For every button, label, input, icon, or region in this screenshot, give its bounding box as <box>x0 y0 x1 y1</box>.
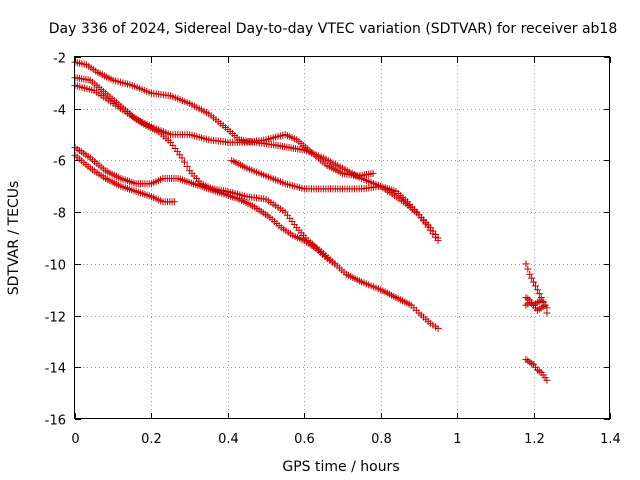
series-track-e <box>71 151 178 206</box>
series-track-a <box>71 58 442 245</box>
data-point <box>543 376 551 384</box>
series-track-g <box>522 260 551 317</box>
data-point <box>535 290 543 298</box>
y-tick-label: -6 <box>53 155 66 170</box>
data-point <box>183 162 191 170</box>
data-point <box>434 325 442 332</box>
series-track-d <box>71 144 339 268</box>
data-point <box>530 278 538 286</box>
x-tick-label: 0.4 <box>218 432 239 447</box>
data-point <box>541 301 549 309</box>
data-point <box>170 198 178 206</box>
chart-title: Day 336 of 2024, Sidereal Day-to-day VTE… <box>49 21 618 37</box>
data-point <box>535 367 543 375</box>
x-axis-ticks: 0 0.2 0.4 0.6 0.8 1 1.2 1.4 <box>71 57 621 447</box>
x-tick-label: 0.6 <box>294 432 315 447</box>
plot-frame <box>74 56 610 419</box>
data-point <box>181 158 189 166</box>
y-tick-label: -12 <box>45 311 66 326</box>
series-track-j <box>522 356 551 384</box>
y-tick-label: -16 <box>45 414 66 429</box>
data-point <box>522 260 530 268</box>
data-point <box>331 260 339 268</box>
data-point <box>526 270 534 278</box>
data-point <box>528 274 536 282</box>
x-tick-label: 1.4 <box>600 432 621 447</box>
y-tick-label: -2 <box>53 52 66 67</box>
data-point <box>178 154 186 162</box>
data-points <box>71 58 551 384</box>
y-axis-ticks: -16 -14 -12 -10 -8 -6 -4 -2 <box>45 52 610 429</box>
series-track-c <box>71 81 442 332</box>
series-track-i <box>522 299 549 314</box>
y-tick-label: -8 <box>53 207 66 222</box>
data-point <box>531 282 539 290</box>
data-point <box>434 234 442 242</box>
x-tick-label: 0.2 <box>141 432 162 447</box>
data-point <box>524 265 532 273</box>
y-tick-label: -14 <box>45 362 66 377</box>
x-tick-label: 1 <box>453 432 461 447</box>
x-tick-label: 0 <box>71 432 79 447</box>
x-tick-label: 0.8 <box>371 432 392 447</box>
x-tick-label: 1.2 <box>524 432 545 447</box>
series-track-f <box>228 156 442 242</box>
y-axis-label: SDTVAR / TECUs <box>6 181 22 296</box>
x-axis-label: GPS time / hours <box>282 459 399 475</box>
data-point <box>533 286 541 294</box>
y-tick-label: -10 <box>45 259 66 274</box>
y-tick-label: -4 <box>53 104 66 119</box>
data-point <box>369 169 377 177</box>
